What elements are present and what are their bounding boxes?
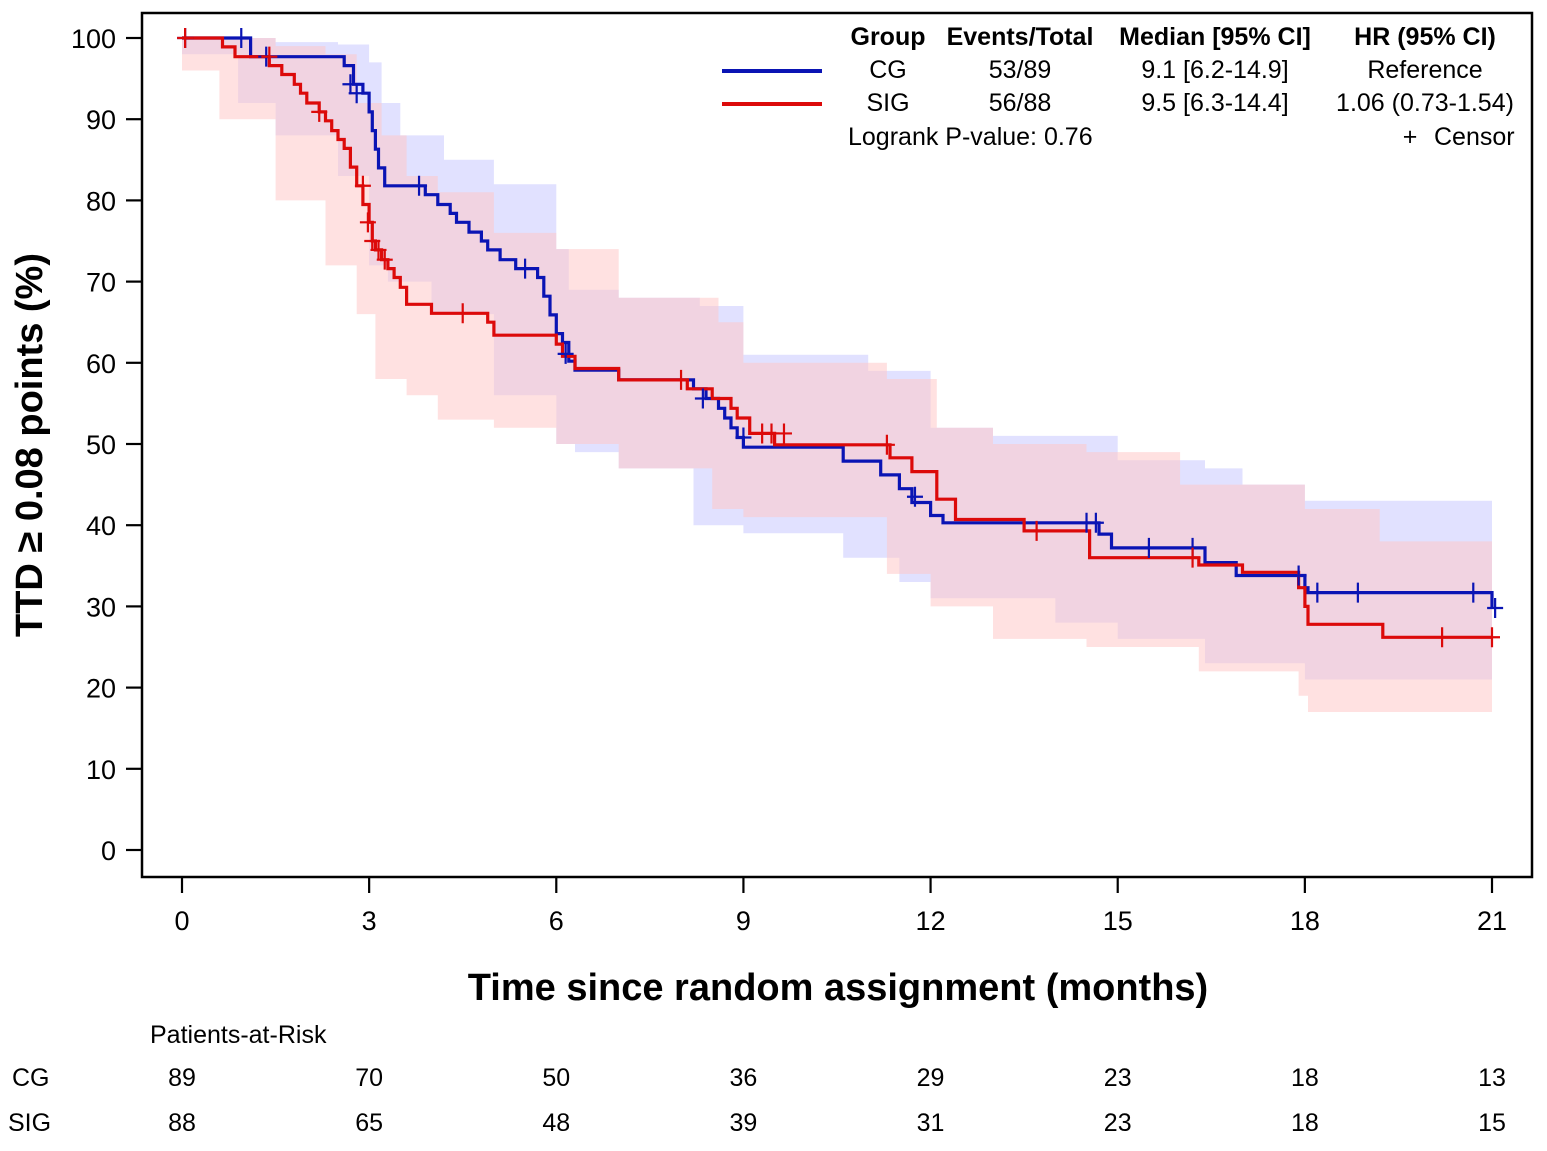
risk-count-sig-3: 65: [355, 1109, 383, 1137]
y-tick-label-100: 100: [71, 24, 116, 54]
legend-header-median: Median [95% CI]: [1119, 23, 1311, 51]
risk-row-label-cg: CG: [12, 1064, 50, 1092]
risk-table: Patients-at-Risk CG SIG 89 70 50 36 29 23 18 13…: [8, 1021, 1506, 1137]
x-tick-label-9: 9: [736, 906, 751, 936]
censor-mark-sig-17: [1484, 627, 1500, 648]
y-tick-label-20: 20: [86, 674, 116, 704]
y-tick-label-10: 10: [86, 755, 116, 785]
censor-mark-cg-8: [694, 388, 711, 409]
legend-median-cg: 9.1 [6.2-14.9]: [1141, 56, 1288, 84]
x-tick-label-3: 3: [362, 906, 377, 936]
censor-mark-sig-7: [376, 249, 393, 270]
risk-count-sig-15: 23: [1104, 1109, 1132, 1137]
ci-band-sig: [182, 38, 1492, 712]
risk-count-cg-0: 89: [168, 1064, 196, 1092]
x-axis-title: Time since random assignment (months): [468, 967, 1208, 1009]
y-tick-label-30: 30: [86, 592, 116, 622]
y-tick-label-40: 40: [86, 511, 116, 541]
x-tick-label-15: 15: [1103, 906, 1133, 936]
y-axis-title: TTD ≥ 0.08 points (%): [9, 253, 51, 637]
legend-events-cg: 53/89: [989, 56, 1052, 84]
km-curve-cg: [182, 36, 1494, 608]
censor-mark-cg-17: [1349, 582, 1366, 603]
legend-header-group: Group: [851, 23, 926, 51]
censor-mark-sig-14: [1028, 520, 1045, 541]
censor-mark-cg-1: [233, 28, 250, 48]
censor-mark-sig-13: [878, 434, 895, 455]
x-tick-label-6: 6: [549, 906, 564, 936]
risk-row-label-sig: SIG: [8, 1109, 51, 1137]
censor-mark-cg-4: [348, 83, 365, 104]
censor-mark-sig-0: [177, 28, 194, 48]
censor-mark-cg-5: [411, 175, 428, 196]
risk-count-cg-21: 13: [1478, 1064, 1506, 1092]
risk-count-sig-6: 48: [542, 1109, 570, 1137]
censor-mark-sig-3: [354, 175, 371, 196]
censor-mark-sig-9: [673, 369, 690, 390]
legend-hr-sig: 1.06 (0.73-1.54): [1336, 89, 1514, 117]
censor-mark-sig-1: [261, 46, 278, 67]
legend-group-cg: CG: [869, 56, 907, 84]
risk-count-cg-12: 29: [917, 1064, 945, 1092]
legend-events-sig: 56/88: [989, 89, 1052, 117]
y-tick-label-50: 50: [86, 430, 116, 460]
legend-censor-symbol: +: [1403, 123, 1418, 151]
legend-hr-cg: Reference: [1367, 56, 1482, 84]
risk-count-cg-18: 18: [1291, 1064, 1319, 1092]
x-tick-label-0: 0: [174, 906, 189, 936]
y-tick-label-0: 0: [101, 836, 116, 866]
legend-censor-label: Censor: [1434, 123, 1515, 151]
legend-header-hr: HR (95% CI): [1354, 23, 1496, 51]
y-tick-label-80: 80: [86, 186, 116, 216]
y-tick-label-60: 60: [86, 349, 116, 379]
censor-mark-cg-7: [557, 343, 574, 364]
censor-mark-cg-10: [906, 486, 923, 507]
risk-count-sig-18: 18: [1291, 1109, 1319, 1137]
censor-marks: [177, 28, 1504, 648]
censor-mark-sig-8: [454, 303, 471, 324]
risk-count-sig-12: 31: [917, 1109, 945, 1137]
censor-mark-cg-9: [735, 427, 752, 448]
x-tick-label-18: 18: [1290, 906, 1320, 936]
risk-count-cg-6: 50: [542, 1064, 570, 1092]
y-tick-label-70: 70: [86, 268, 116, 298]
censor-mark-sig-16: [1434, 627, 1451, 648]
censor-mark-cg-15: [1290, 565, 1307, 586]
censor-mark-sig-4: [359, 212, 376, 233]
y-tick-label-90: 90: [86, 105, 116, 135]
risk-count-cg-15: 23: [1104, 1064, 1132, 1092]
censor-mark-cg-19: [1487, 598, 1504, 619]
censor-mark-sig-15: [1184, 547, 1201, 568]
censor-mark-cg-12: [1087, 512, 1104, 533]
risk-count-sig-0: 88: [168, 1109, 196, 1137]
censor-mark-cg-16: [1309, 582, 1326, 603]
legend: Group Events/Total Median [95% CI] HR (9…: [722, 23, 1515, 151]
x-tick-label-21: 21: [1477, 906, 1507, 936]
legend-logrank: Logrank P-value: 0.76: [848, 123, 1093, 151]
risk-count-cg-3: 70: [355, 1064, 383, 1092]
risk-table-title: Patients-at-Risk: [150, 1021, 327, 1049]
censor-mark-cg-6: [517, 258, 534, 279]
axes: 0 10 20 30 40 50 60 70 80 90 100 0 3 6 9 12 15 18 21: [71, 24, 1507, 936]
legend-median-sig: 9.5 [6.3-14.4]: [1141, 89, 1288, 117]
legend-group-sig: SIG: [866, 89, 909, 117]
censor-mark-sig-12: [775, 423, 792, 444]
risk-count-cg-9: 36: [730, 1064, 758, 1092]
x-tick-label-12: 12: [916, 906, 946, 936]
censor-mark-cg-13: [1140, 537, 1157, 558]
legend-header-events: Events/Total: [947, 23, 1094, 51]
censor-mark-cg-18: [1465, 582, 1482, 603]
confidence-bands: [182, 38, 1492, 712]
risk-count-sig-9: 39: [730, 1109, 758, 1137]
censor-mark-sig-2: [311, 101, 328, 122]
risk-count-sig-21: 15: [1478, 1109, 1506, 1137]
